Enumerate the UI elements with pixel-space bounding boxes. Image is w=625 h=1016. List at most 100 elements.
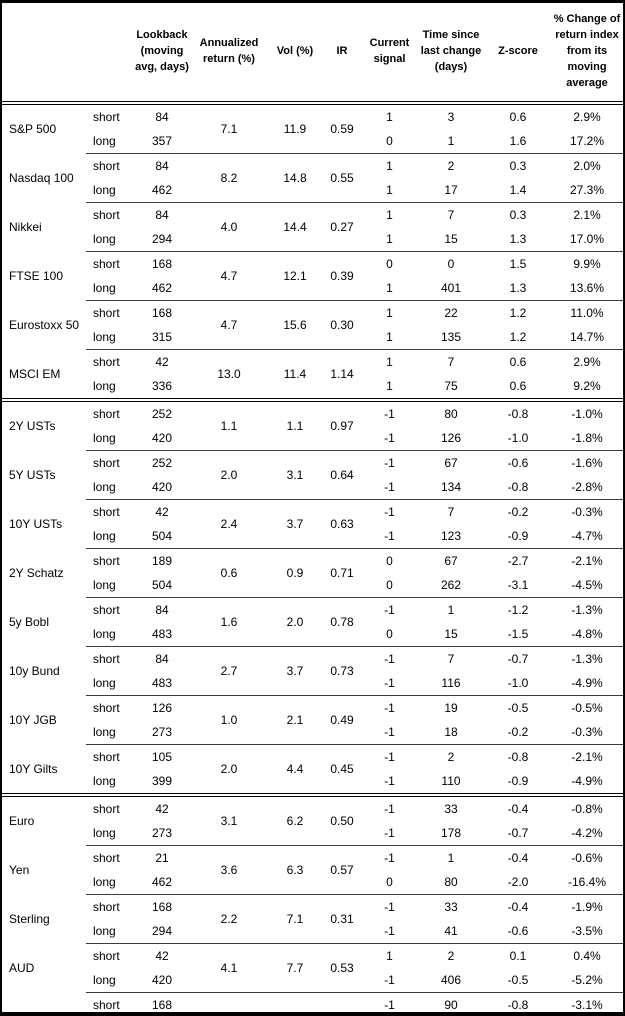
lookback-value: 420 bbox=[134, 426, 190, 451]
pct-change-value: -1.3% bbox=[551, 646, 623, 671]
time-since-value: 33 bbox=[417, 795, 485, 821]
pct-change-value: -4.9% bbox=[551, 769, 623, 797]
horizon-label: short bbox=[86, 597, 134, 622]
lookback-value: 84 bbox=[134, 103, 190, 129]
pct-change-value: -0.6% bbox=[551, 845, 623, 870]
table-row-long: long 420 -1 126 -1.0 -1.8% bbox=[2, 426, 623, 451]
current-signal-value: -1 bbox=[362, 795, 417, 821]
instrument-cell: 5y Bobl bbox=[2, 597, 86, 647]
pct-change-value: -2.8% bbox=[551, 475, 623, 500]
z-score-value: -0.8 bbox=[485, 400, 551, 426]
pct-change-value: -2.1% bbox=[551, 744, 623, 769]
z-score-value: 0.3 bbox=[485, 202, 551, 227]
header-current-signal: Current signal bbox=[362, 3, 417, 105]
instrument-cell: AUD bbox=[2, 943, 86, 993]
header-ir: IR bbox=[322, 3, 362, 105]
z-score-value: 1.3 bbox=[485, 227, 551, 252]
table-row-long: long 462 1 17 1.4 27.3% bbox=[2, 178, 623, 203]
current-signal-value: 1 bbox=[362, 227, 417, 252]
horizon-label: short bbox=[86, 646, 134, 671]
pct-change-value: 17.0% bbox=[551, 227, 623, 252]
table-row-short: 5y Bobl short 84 1.6 2.0 0.78 -1 1 -1.2 -1.3% bbox=[2, 597, 623, 647]
z-score-value: -1.5 bbox=[485, 622, 551, 647]
lookback-value: 483 bbox=[134, 671, 190, 696]
pct-change-value: -4.8% bbox=[551, 622, 623, 647]
annualized-return-value: 2.4 bbox=[190, 499, 268, 549]
pct-change-value: -4.2% bbox=[551, 821, 623, 846]
annualized-return-value: 2.0 bbox=[190, 450, 268, 500]
table-row-short: AUD short 42 4.1 7.7 0.53 1 2 0.1 0.4% bbox=[2, 943, 623, 993]
ir-value: 1.14 bbox=[322, 349, 362, 402]
pct-change-value: -4.5% bbox=[551, 573, 623, 598]
horizon-label: short bbox=[86, 795, 134, 821]
table-row-long: long 336 1 75 0.6 9.2% bbox=[2, 374, 623, 402]
z-score-value: 0.6 bbox=[485, 374, 551, 402]
time-since-value: 1 bbox=[417, 845, 485, 870]
vol-value: 3.1 bbox=[268, 450, 322, 500]
current-signal-value: -1 bbox=[362, 450, 417, 475]
pct-change-value: 2.1% bbox=[551, 202, 623, 227]
time-since-value: 2 bbox=[417, 943, 485, 968]
vol-value: 11.9 bbox=[268, 103, 322, 154]
horizon-label: long bbox=[86, 919, 134, 944]
current-signal-value: -1 bbox=[362, 919, 417, 944]
horizon-label: short bbox=[86, 103, 134, 129]
z-score-value: -0.4 bbox=[485, 894, 551, 919]
table-row-long: long 357 0 1 1.6 17.2% bbox=[2, 129, 623, 154]
current-signal-value: -1 bbox=[362, 426, 417, 451]
lookback-value: 462 bbox=[134, 178, 190, 203]
lookback-value: 168 bbox=[134, 251, 190, 276]
current-signal-value: -1 bbox=[362, 524, 417, 549]
lookback-value: 357 bbox=[134, 129, 190, 154]
z-score-value: 0.3 bbox=[485, 153, 551, 178]
current-signal-value: 1 bbox=[362, 325, 417, 350]
ir-value: 0.78 bbox=[322, 597, 362, 647]
instrument-cell: CAD bbox=[2, 992, 86, 1012]
table-row-short: Nasdaq 100 short 84 8.2 14.8 0.55 1 2 0.3 2.0% bbox=[2, 153, 623, 203]
vol-value: 0.9 bbox=[268, 548, 322, 598]
pct-change-value: -16.4% bbox=[551, 870, 623, 895]
z-score-value: -1.2 bbox=[485, 597, 551, 622]
pct-change-value: -1.3% bbox=[551, 597, 623, 622]
ir-value: 0.49 bbox=[322, 695, 362, 745]
vol-value: 6.0 bbox=[268, 992, 322, 1012]
lookback-value: 84 bbox=[134, 646, 190, 671]
time-since-value: 80 bbox=[417, 870, 485, 895]
time-since-value: 75 bbox=[417, 374, 485, 402]
lookback-value: 483 bbox=[134, 622, 190, 647]
current-signal-value: -1 bbox=[362, 769, 417, 797]
horizon-label: long bbox=[86, 524, 134, 549]
lookback-value: 105 bbox=[134, 744, 190, 769]
z-score-value: -0.6 bbox=[485, 919, 551, 944]
horizon-label: long bbox=[86, 178, 134, 203]
time-since-value: 22 bbox=[417, 300, 485, 325]
header-annualized-return: Annualized return (%) bbox=[190, 3, 268, 105]
current-signal-value: -1 bbox=[362, 821, 417, 846]
header-z-score: Z-score bbox=[485, 3, 551, 105]
z-score-value: -0.8 bbox=[485, 475, 551, 500]
current-signal-value: 1 bbox=[362, 153, 417, 178]
lookback-value: 42 bbox=[134, 499, 190, 524]
table-row-short: MSCI EM short 42 13.0 11.4 1.14 1 7 0.6 2.9% bbox=[2, 349, 623, 402]
current-signal-value: -1 bbox=[362, 400, 417, 426]
z-score-value: -0.6 bbox=[485, 450, 551, 475]
lookback-value: 504 bbox=[134, 573, 190, 598]
time-since-value: 135 bbox=[417, 325, 485, 350]
vol-value: 6.2 bbox=[268, 795, 322, 846]
annualized-return-value: 1.6 bbox=[190, 597, 268, 647]
vol-value: 14.8 bbox=[268, 153, 322, 203]
annualized-return-value: 0.9 bbox=[190, 992, 268, 1012]
lookback-value: 252 bbox=[134, 450, 190, 475]
ir-value: 0.39 bbox=[322, 251, 362, 301]
current-signal-value: -1 bbox=[362, 894, 417, 919]
annualized-return-value: 2.2 bbox=[190, 894, 268, 944]
current-signal-value: -1 bbox=[362, 695, 417, 720]
annualized-return-value: 4.7 bbox=[190, 300, 268, 350]
current-signal-value: -1 bbox=[362, 720, 417, 745]
horizon-label: short bbox=[86, 153, 134, 178]
current-signal-value: 1 bbox=[362, 202, 417, 227]
current-signal-value: -1 bbox=[362, 499, 417, 524]
time-since-value: 17 bbox=[417, 178, 485, 203]
header-instrument bbox=[2, 3, 86, 105]
lookback-value: 273 bbox=[134, 821, 190, 846]
